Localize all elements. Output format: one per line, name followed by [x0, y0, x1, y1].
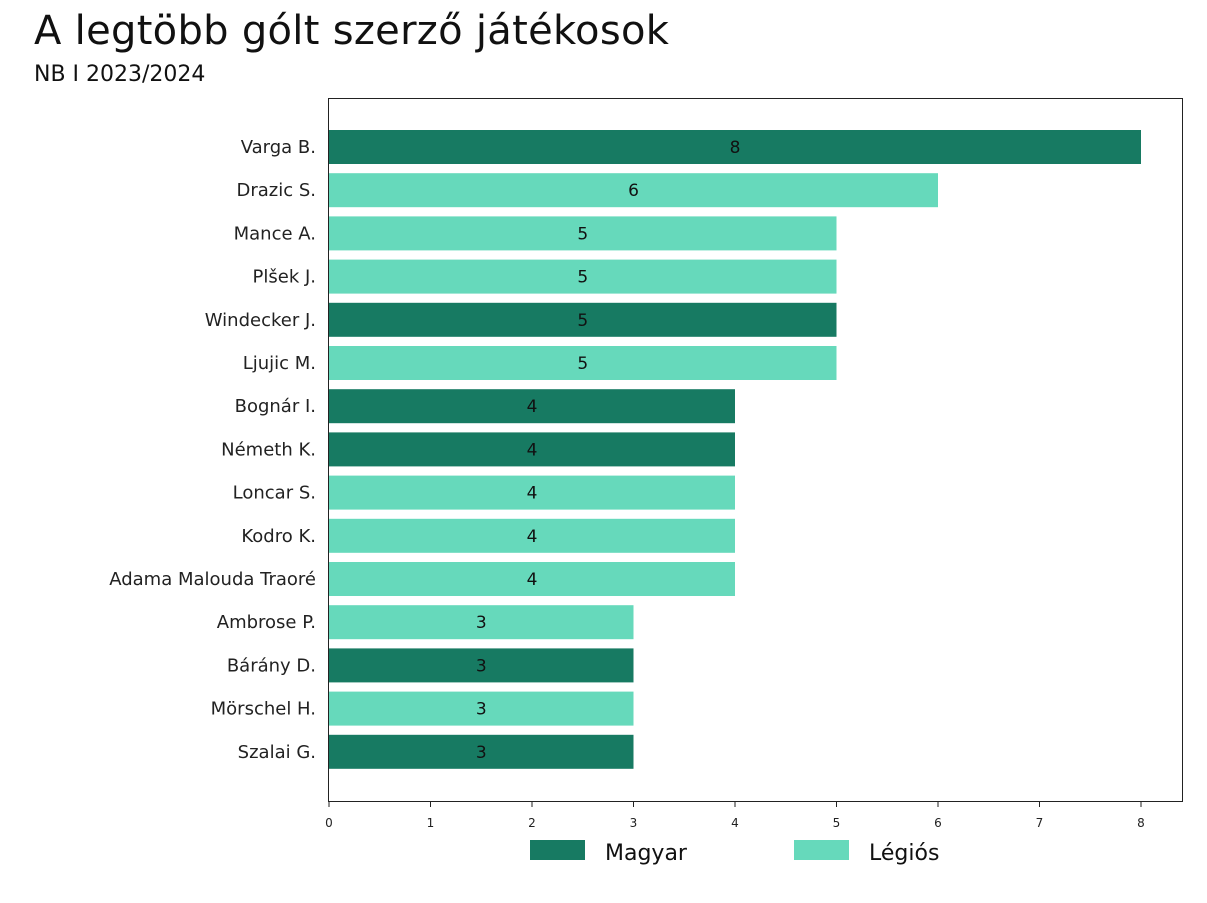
- legend-swatch: [530, 840, 585, 860]
- y-tick-labels: Varga B. Drazic S. Mance A. Plšek J. Windeck…: [109, 137, 316, 763]
- data-labels: 8 6 5 5 5 5 4 4 4 4 4 3 3 3 3: [476, 138, 741, 763]
- chart-subtitle: NB I 2023/2024: [34, 62, 206, 87]
- data-label: 3: [476, 700, 487, 720]
- data-label: 5: [577, 224, 588, 244]
- x-tick-label: 1: [427, 816, 435, 830]
- legend-label: Magyar: [605, 841, 688, 866]
- bar: [329, 518, 735, 553]
- y-tick-label: Szalai G.: [238, 742, 316, 763]
- x-tick-label: 3: [630, 816, 638, 830]
- x-tick-label: 0: [325, 816, 333, 830]
- x-axis-ticks: 0 1 2 3 4 5 6 7 8: [325, 801, 1145, 830]
- data-label: 5: [577, 311, 588, 331]
- bar: [329, 648, 634, 683]
- y-tick-label: Németh K.: [221, 439, 316, 460]
- legend: Magyar Légiós: [530, 840, 939, 866]
- data-label: 3: [476, 743, 487, 763]
- bar: [329, 259, 837, 294]
- y-tick-label: Loncar S.: [233, 483, 316, 504]
- bar: [329, 691, 634, 726]
- data-label: 5: [577, 354, 588, 374]
- y-tick-label: Mance A.: [234, 223, 316, 244]
- data-label: 4: [527, 484, 538, 504]
- y-tick-label: Windecker J.: [205, 310, 316, 331]
- y-tick-label: Plšek J.: [253, 267, 316, 288]
- y-tick-label: Ljujic M.: [243, 353, 316, 374]
- x-tick-label: 2: [528, 816, 536, 830]
- y-tick-label: Adama Malouda Traoré: [109, 569, 316, 590]
- data-label: 3: [476, 613, 487, 633]
- y-tick-label: Ambrose P.: [217, 612, 316, 633]
- data-label: 4: [527, 440, 538, 460]
- x-tick-label: 7: [1036, 816, 1044, 830]
- legend-label: Légiós: [869, 841, 939, 866]
- y-tick-label: Mörschel H.: [211, 699, 316, 720]
- data-label: 5: [577, 268, 588, 288]
- y-tick-label: Drazic S.: [236, 180, 316, 201]
- bar: [329, 130, 1141, 164]
- bar: [329, 605, 634, 640]
- x-tick-label: 6: [934, 816, 942, 830]
- data-label: 4: [527, 570, 538, 590]
- legend-swatch: [794, 840, 849, 860]
- x-tick-label: 8: [1137, 816, 1145, 830]
- bars-group: [329, 130, 1141, 769]
- y-tick-label: Bárány D.: [227, 655, 316, 676]
- bar: [329, 475, 735, 510]
- y-tick-label: Kodro K.: [241, 526, 316, 547]
- bar: [329, 734, 634, 769]
- data-label: 3: [476, 656, 487, 676]
- bar: [329, 346, 837, 380]
- bar: [329, 216, 837, 251]
- data-label: 4: [527, 527, 538, 547]
- bar: [329, 562, 735, 596]
- chart-title: A legtöbb gólt szerző játékosok: [34, 8, 670, 54]
- x-tick-label: 5: [833, 816, 841, 830]
- bar: [329, 173, 938, 208]
- y-tick-label: Varga B.: [241, 137, 316, 158]
- data-label: 4: [527, 397, 538, 417]
- y-tick-label: Bognár I.: [235, 396, 316, 417]
- bar: [329, 389, 735, 424]
- bar: [329, 302, 837, 337]
- data-label: 8: [730, 138, 741, 158]
- bar: [329, 432, 735, 467]
- data-label: 6: [628, 181, 639, 201]
- x-tick-label: 4: [731, 816, 739, 830]
- plot-frame: [328, 98, 1183, 802]
